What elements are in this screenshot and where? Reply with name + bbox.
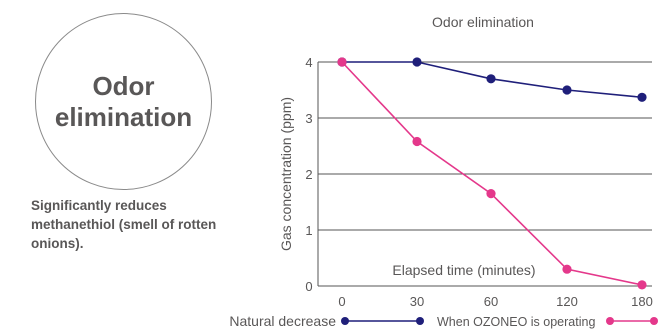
x-tick-label: 0 [338, 294, 345, 309]
y-tick-label: 0 [305, 279, 312, 294]
y-tick-label: 3 [305, 111, 312, 126]
data-point [486, 189, 496, 199]
data-point [562, 85, 572, 95]
legend-marker [341, 317, 349, 325]
badge-title: Odor elimination [54, 70, 193, 132]
legend-marker [606, 317, 614, 325]
data-point [412, 57, 422, 67]
x-tick-label: 30 [410, 294, 424, 309]
description-text: Significantly reduces methanethiol (smel… [31, 198, 217, 251]
y-tick-label: 2 [305, 167, 312, 182]
data-point [637, 280, 647, 290]
series-line [341, 61, 643, 286]
y-tick-label: 4 [305, 55, 312, 70]
data-point [337, 57, 347, 67]
y-tick-label: 1 [305, 223, 312, 238]
legend-marker [416, 317, 424, 325]
y-axis-label: Gas concentration (ppm) [278, 97, 294, 251]
title-badge: Odor elimination [35, 13, 212, 190]
x-axis-label: Elapsed time (minutes) [392, 262, 535, 278]
legend-label: Natural decrease [229, 313, 336, 329]
grid [317, 61, 652, 287]
x-ticks: 0 30 60 120 180 [338, 294, 652, 309]
x-tick-label: 180 [631, 294, 653, 309]
y-ticks: 0 1 2 3 4 [305, 55, 312, 294]
legend-marker [650, 317, 658, 325]
data-point [486, 74, 496, 84]
legend-label: When OZONEO is operating [437, 315, 595, 329]
x-tick-label: 60 [484, 294, 498, 309]
legend: Natural decrease When OZONEO is operating [229, 313, 658, 329]
series [337, 57, 647, 290]
x-tick-label: 120 [556, 294, 578, 309]
data-point [562, 264, 572, 274]
data-point [412, 136, 422, 147]
chart-title: Odor elimination [432, 14, 534, 30]
data-point [637, 92, 647, 102]
